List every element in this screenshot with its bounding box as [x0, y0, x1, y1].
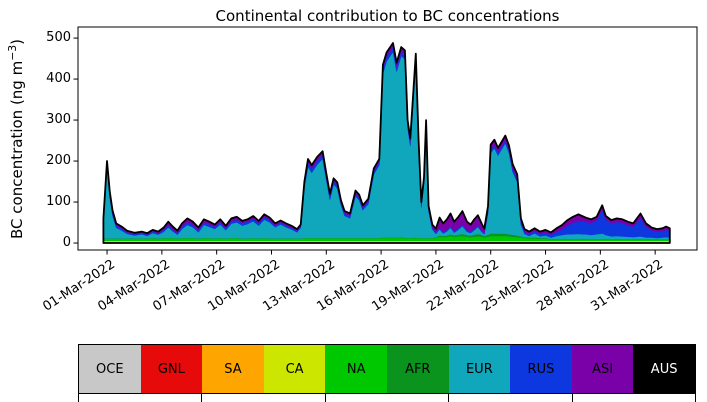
chart-title: Continental contribution to BC concentra… — [215, 7, 560, 25]
y-tick-label: 200 — [46, 153, 71, 169]
legend-tick-mark — [201, 394, 203, 402]
legend-tick-mark — [324, 394, 326, 402]
y-tick-label: 500 — [46, 30, 71, 46]
legend-tick-mark — [571, 394, 573, 402]
stack-outline — [102, 42, 671, 244]
legend-item-RUS: RUS — [510, 345, 572, 393]
legend-item-OCE: OCE — [79, 345, 141, 393]
legend-item-ASI: ASI — [571, 345, 634, 393]
legend-item-AFR: AFR — [386, 345, 449, 393]
legend-item-CA: CA — [263, 345, 326, 393]
legend-tick-mark — [695, 394, 696, 402]
y-tick-label: 0 — [62, 235, 71, 251]
legend-item-GNL: GNL — [140, 345, 203, 393]
legend: OCE GNL SA CA NA AFR EUR RUS ASI AUS — [78, 344, 696, 394]
legend-tick-mark — [78, 394, 79, 402]
legend-item-EUR: EUR — [448, 345, 511, 393]
legend-item-SA: SA — [202, 345, 264, 393]
area-EUR — [103, 51, 671, 239]
y-tick-label: 400 — [46, 71, 71, 87]
legend-item-NA: NA — [325, 345, 387, 393]
y-tick-label: 100 — [46, 194, 71, 210]
y-tick-label: 300 — [46, 112, 71, 128]
plot-frame — [77, 26, 698, 251]
legend-tick-mark — [448, 394, 450, 402]
legend-item-AUS: AUS — [633, 345, 695, 393]
